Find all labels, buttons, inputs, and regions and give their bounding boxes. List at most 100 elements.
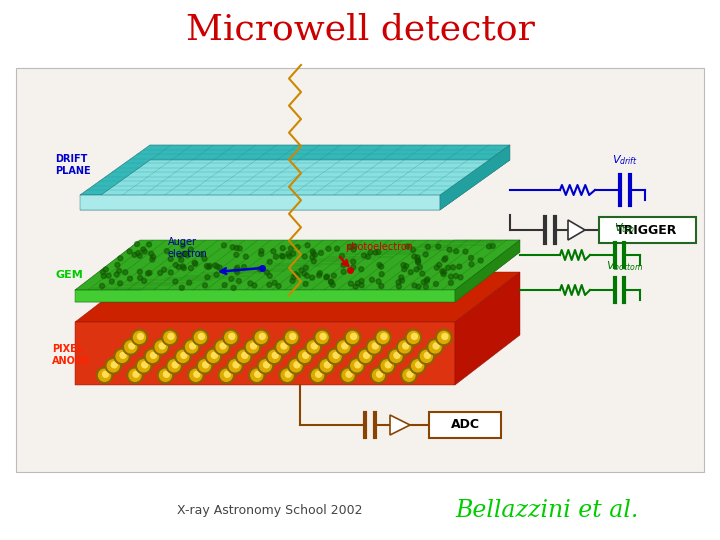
Circle shape: [427, 339, 443, 355]
Circle shape: [487, 244, 492, 249]
Circle shape: [212, 353, 217, 359]
Circle shape: [418, 348, 434, 364]
Circle shape: [377, 332, 389, 343]
Circle shape: [372, 343, 378, 349]
Text: $V_{drift}$: $V_{drift}$: [612, 153, 638, 167]
Circle shape: [138, 269, 143, 274]
Circle shape: [282, 369, 293, 381]
Circle shape: [355, 362, 361, 368]
Circle shape: [288, 358, 304, 374]
Circle shape: [233, 362, 239, 368]
Circle shape: [318, 358, 334, 374]
Circle shape: [168, 360, 180, 372]
Circle shape: [454, 273, 459, 279]
Circle shape: [229, 334, 235, 340]
Circle shape: [176, 265, 181, 269]
Circle shape: [164, 248, 169, 254]
Circle shape: [399, 341, 410, 353]
Circle shape: [123, 270, 127, 275]
Circle shape: [340, 367, 356, 383]
Circle shape: [180, 264, 185, 269]
Circle shape: [234, 267, 239, 272]
Circle shape: [451, 265, 456, 270]
Circle shape: [325, 274, 329, 279]
Circle shape: [173, 279, 178, 284]
Text: TRIGGER: TRIGGER: [616, 224, 678, 237]
Circle shape: [174, 262, 179, 268]
Circle shape: [242, 353, 248, 359]
Circle shape: [364, 353, 369, 359]
Circle shape: [312, 253, 318, 258]
Circle shape: [143, 249, 147, 254]
Circle shape: [348, 281, 354, 286]
Circle shape: [225, 372, 230, 377]
Circle shape: [336, 339, 352, 355]
Circle shape: [271, 249, 276, 254]
Circle shape: [243, 254, 248, 259]
Circle shape: [415, 260, 420, 265]
Polygon shape: [390, 415, 410, 435]
Circle shape: [225, 332, 237, 343]
Circle shape: [161, 267, 166, 272]
Circle shape: [408, 332, 420, 343]
Circle shape: [280, 246, 285, 251]
Circle shape: [181, 353, 187, 359]
Text: Microwell detector: Microwell detector: [186, 13, 534, 47]
Circle shape: [132, 329, 148, 346]
Circle shape: [440, 269, 445, 274]
Circle shape: [400, 278, 405, 283]
Circle shape: [272, 280, 277, 285]
Circle shape: [255, 332, 267, 343]
Circle shape: [454, 249, 459, 254]
Circle shape: [181, 251, 186, 256]
Circle shape: [235, 269, 240, 275]
Circle shape: [207, 350, 220, 362]
Circle shape: [105, 358, 121, 374]
Circle shape: [156, 341, 167, 353]
Circle shape: [267, 282, 272, 287]
Polygon shape: [80, 145, 510, 195]
Circle shape: [234, 246, 239, 251]
Circle shape: [458, 275, 463, 280]
Circle shape: [287, 254, 292, 259]
Circle shape: [246, 341, 258, 353]
Circle shape: [490, 244, 495, 248]
Circle shape: [429, 341, 441, 353]
Circle shape: [379, 264, 384, 269]
Circle shape: [190, 369, 202, 381]
Circle shape: [251, 369, 263, 381]
Circle shape: [353, 284, 358, 289]
Circle shape: [138, 275, 143, 280]
Circle shape: [299, 350, 310, 362]
Circle shape: [129, 343, 135, 349]
Circle shape: [342, 343, 348, 349]
Circle shape: [385, 362, 391, 368]
Circle shape: [351, 360, 363, 372]
Circle shape: [217, 265, 222, 270]
Circle shape: [194, 332, 207, 343]
Circle shape: [294, 362, 300, 368]
Circle shape: [299, 268, 304, 273]
Circle shape: [315, 372, 322, 377]
Circle shape: [189, 343, 196, 349]
Circle shape: [215, 264, 220, 269]
Circle shape: [168, 334, 174, 340]
Text: X-ray Astronomy School 2002: X-ray Astronomy School 2002: [177, 504, 363, 517]
Circle shape: [284, 329, 300, 346]
Circle shape: [381, 360, 393, 372]
FancyBboxPatch shape: [16, 68, 704, 472]
Circle shape: [107, 360, 120, 372]
Circle shape: [168, 270, 174, 275]
Circle shape: [397, 284, 402, 289]
Circle shape: [295, 245, 300, 249]
Polygon shape: [455, 272, 520, 385]
Circle shape: [96, 367, 112, 383]
Circle shape: [348, 358, 365, 374]
Text: GEM: GEM: [55, 270, 83, 280]
Circle shape: [371, 367, 387, 383]
Circle shape: [369, 277, 374, 282]
Circle shape: [177, 350, 189, 362]
Circle shape: [379, 284, 384, 288]
Circle shape: [436, 329, 452, 346]
Circle shape: [402, 343, 409, 349]
